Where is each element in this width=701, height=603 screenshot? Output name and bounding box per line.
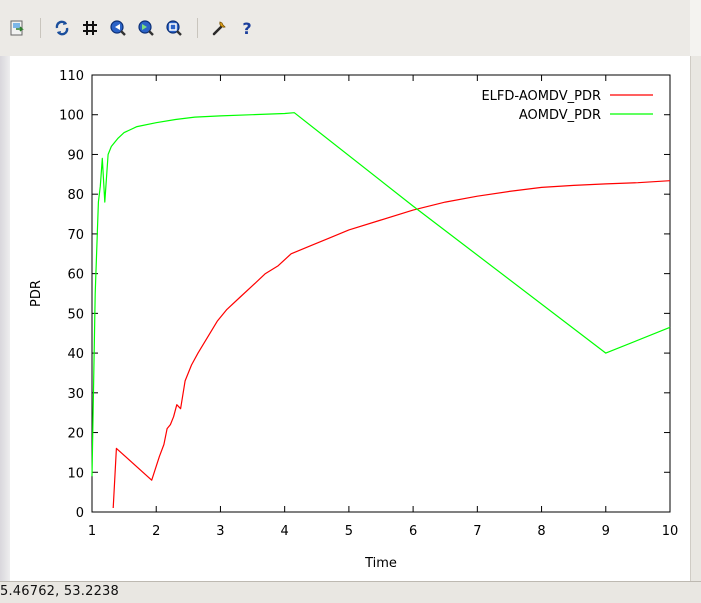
help-button[interactable]: ? [236, 17, 258, 39]
series-line-elfd-aomdv-pdr [112, 180, 671, 509]
unzoom-button[interactable] [163, 17, 185, 39]
cursor-coordinates: 5.46762, 53.2238 [0, 584, 119, 599]
window-edge [690, 0, 701, 56]
y-tick-label: 0 [76, 506, 84, 521]
svg-text:?: ? [242, 19, 251, 37]
y-axis-title: PDR [29, 280, 44, 307]
legend-label: AOMDV_PDR [519, 108, 601, 123]
unzoom-icon [166, 20, 182, 36]
x-tick-label: 8 [537, 524, 545, 539]
y-tick-label: 110 [59, 69, 84, 84]
x-tick-label: 2 [152, 524, 160, 539]
x-tick-label: 4 [281, 524, 289, 539]
zoom-next-button[interactable] [135, 17, 157, 39]
plot-toolbar: ? [0, 0, 701, 57]
x-tick-label: 7 [473, 524, 481, 539]
export-button[interactable] [6, 17, 28, 39]
grid-button[interactable] [79, 17, 101, 39]
y-tick-label: 90 [67, 148, 84, 163]
zoom-next-icon [138, 20, 154, 36]
y-tick-label: 30 [67, 387, 84, 402]
y-tick-label: 80 [67, 188, 84, 203]
x-axis-title: Time [364, 556, 397, 571]
zoom-previous-icon [110, 20, 126, 36]
x-tick-label: 5 [345, 524, 353, 539]
options-wrench-icon [212, 21, 226, 36]
y-tick-label: 40 [67, 347, 84, 362]
x-tick-label: 6 [409, 524, 417, 539]
pdr-chart: 1 2 3 4 5 6 7 8 9 100102030405060708090100110Time… [10, 56, 690, 581]
y-tick-label: 100 [59, 109, 84, 124]
plot-frame [91, 74, 671, 513]
toolbar-separator [40, 18, 41, 38]
window-edge [0, 56, 10, 581]
legend-label: ELFD-AOMDV_PDR [481, 89, 601, 104]
y-tick-label: 50 [67, 307, 84, 322]
y-tick-label: 60 [67, 268, 84, 283]
x-tick-label: 10 [662, 524, 679, 539]
series-line-aomdv-pdr [91, 112, 671, 477]
options-button[interactable] [208, 17, 230, 39]
replot-icon [55, 20, 69, 36]
toolbar-separator [197, 18, 198, 38]
help-icon: ? [242, 19, 251, 37]
status-bar: 5.46762, 53.2238 [0, 581, 701, 603]
x-tick-label: 1 [88, 524, 96, 539]
zoom-previous-button[interactable] [107, 17, 129, 39]
y-tick-label: 70 [67, 228, 84, 243]
y-tick-label: 10 [67, 466, 84, 481]
grid-icon [83, 21, 97, 35]
window-edge [690, 56, 701, 581]
replot-button[interactable] [51, 17, 73, 39]
y-tick-label: 20 [67, 427, 84, 442]
x-tick-label: 3 [216, 524, 224, 539]
plot-background [10, 56, 690, 581]
export-icon [10, 20, 24, 36]
x-tick-label: 9 [602, 524, 610, 539]
